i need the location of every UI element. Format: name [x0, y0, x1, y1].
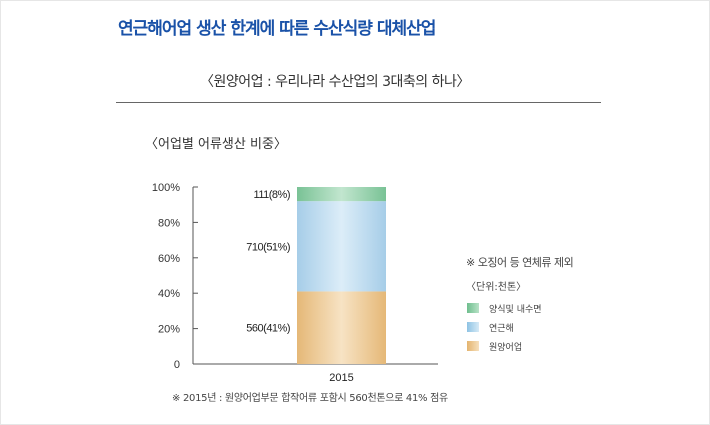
data-label-2: 710(51%): [246, 241, 290, 253]
legend-label-deep-sea: 원양어업: [489, 342, 523, 353]
y-tick-label: 100%: [152, 182, 180, 194]
y-tick-label: 0: [174, 359, 180, 371]
section-subtitle: 〈원양어업 : 우리나라 수산업의 3대축의 하나〉: [200, 74, 470, 90]
bar-segment-2: [297, 201, 386, 292]
footnote: ※ 2015년 : 원양어업부문 합작어류 포함시 560천톤으로 41% 점유: [172, 393, 448, 404]
unit-note: 〈단위:천톤〉: [466, 282, 527, 293]
bar-segment-1: [297, 291, 386, 364]
legend-label-coastal: 연근해: [489, 323, 514, 334]
legend-swatch-aquaculture: [467, 303, 479, 313]
data-label-1: 560(41%): [246, 323, 290, 335]
y-tick-label: 40%: [158, 288, 180, 300]
legend-item-aquaculture: 양식및 내수면: [467, 303, 542, 315]
legend-swatch-coastal: [467, 322, 479, 332]
data-label-3: 111(8%): [254, 189, 290, 201]
x-tick-label: 2015: [329, 372, 353, 384]
chart-legend: 양식및 내수면 연근해 원양어업: [467, 303, 542, 360]
page-title: 연근해어업 생산 한계에 따른 수산식량 대체산업: [118, 19, 436, 39]
legend-item-deep-sea: 원양어업: [467, 341, 542, 353]
y-tick-label: 80%: [158, 217, 180, 229]
divider: [116, 102, 601, 103]
legend-item-coastal: 연근해: [467, 322, 542, 334]
exclusion-note: ※ 오징어 등 연체류 제외: [466, 256, 574, 269]
legend-label-aquaculture: 양식및 내수면: [489, 304, 542, 315]
chart-title: 〈어업별 어류생산 비중〉: [145, 137, 287, 152]
y-tick-label: 60%: [158, 253, 180, 265]
legend-swatch-deep-sea: [467, 341, 479, 351]
y-tick-label: 20%: [158, 324, 180, 336]
bar-segment-3: [297, 187, 386, 202]
